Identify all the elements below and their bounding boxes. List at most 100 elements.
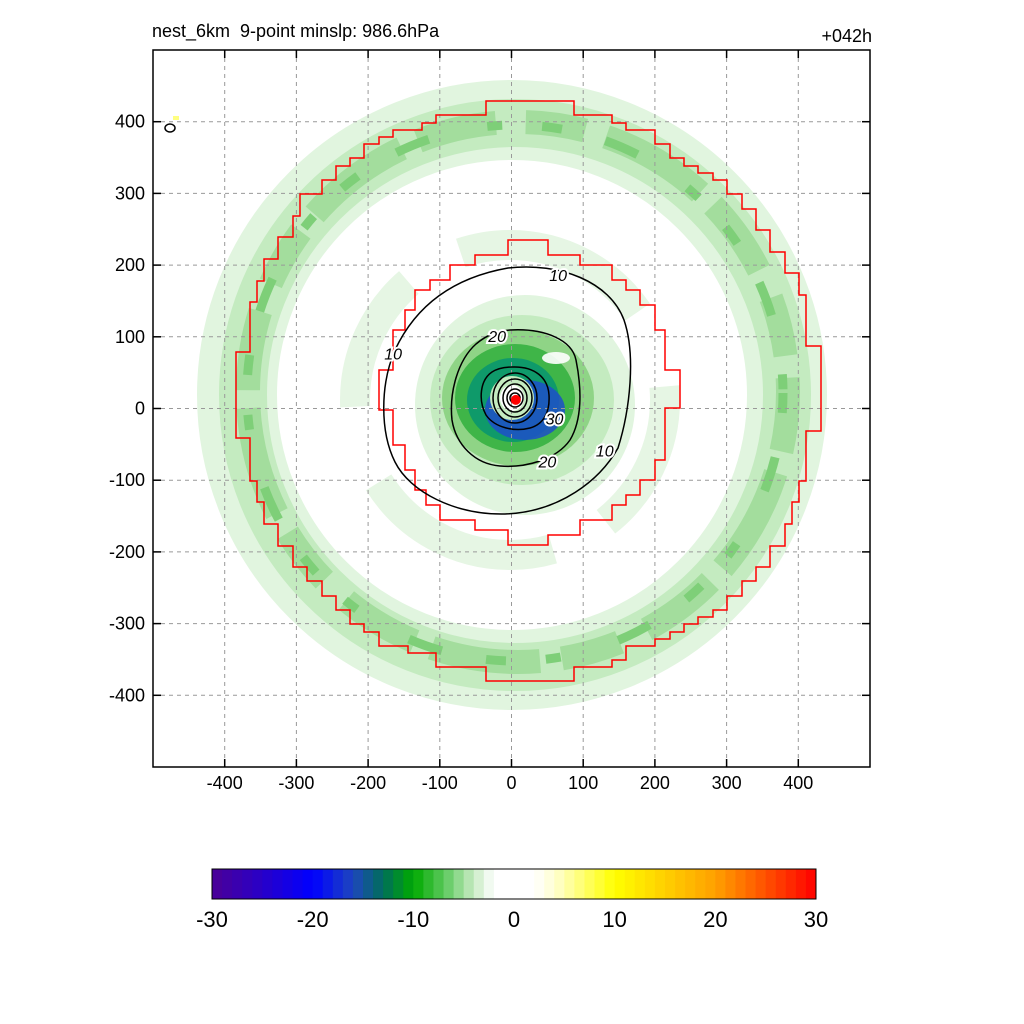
contour-inner-3 [502,383,528,413]
colorbar-swatch [765,869,777,899]
outer-ring-core [236,110,800,674]
contour-10 [383,266,632,515]
y-tick-label: 0 [135,399,145,419]
colorbar-swatch [514,869,525,899]
core-clear-spot [542,352,570,364]
colorbar-swatch [554,869,565,899]
colorbar-tick-label: 30 [804,907,828,932]
y-tick-label: -400 [109,685,145,705]
colorbar-swatch [735,869,747,899]
mid-ring-halo [340,230,680,570]
x-tick-label: -200 [350,773,386,793]
colorbar-swatch [604,869,616,899]
colorbar-tick-label: 10 [602,907,626,932]
colorbar-swatch [624,869,636,899]
x-tick-label: -400 [207,773,243,793]
colorbar-swatch [685,869,696,899]
colorbar-swatch [614,869,626,899]
colorbar-swatch [453,869,465,899]
colorbar-swatch [282,869,294,899]
colorbar-swatch [705,869,716,899]
colorbar-tick-label: -20 [297,907,329,932]
y-tick-label: 400 [115,112,145,132]
colorbar-swatch [463,869,475,899]
x-tick-label: 400 [783,773,813,793]
inner-red-box [378,239,681,546]
colorbar-swatch [473,869,485,899]
colorbar-swatch [232,869,243,899]
colorbar-swatch [342,869,354,899]
colorbar-swatch [695,869,706,899]
contour-corner [164,123,176,133]
colorbar-swatch [534,869,545,899]
colorbar-swatch [423,869,434,899]
colorbar-swatch [292,869,304,899]
colorbar-swatch [302,869,314,899]
colorbar-swatch [483,869,495,899]
y-tick-label: -100 [109,470,145,490]
colorbar-swatch [795,869,807,899]
colorbar-tick-label: -30 [196,907,228,932]
colorbar-swatch [443,869,455,899]
positive-speck [173,116,179,120]
colorbar-swatch [544,869,555,899]
x-axis: -400 -300 -200 -100 0 100 200 300 400 [207,50,813,793]
y-tick-label: -300 [109,614,145,634]
colorbar-swatch [312,869,324,899]
colorbar-swatch [352,869,364,899]
forecast-hour-label: +042h [821,26,872,46]
colorbar-swatch [564,869,575,899]
colorbar-swatch [594,869,606,899]
colorbar [211,868,817,900]
x-tick-label: -100 [422,773,458,793]
colorbar-swatch [584,869,596,899]
contour-lines [164,123,632,515]
x-tick-label: 200 [640,773,670,793]
outer-ring-streaks [242,120,788,666]
x-tick-label: 300 [712,773,742,793]
colorbar-swatch [654,869,666,899]
contour-inner-4 [506,388,524,408]
colorbar-swatch [775,869,787,899]
colorbar-ticks: -30 -20 -10 0 10 20 30 [196,907,828,932]
colorbar-swatch [403,869,414,899]
contour-label: 10 [384,347,402,364]
x-tick-label: 0 [506,773,516,793]
colorbar-swatch [493,869,505,899]
colorbar-swatch [745,869,757,899]
colorbar-swatch [665,869,676,899]
storm-center-marker [510,394,521,405]
colorbar-swatch [332,869,344,899]
colorbar-swatch [634,869,646,899]
colorbar-tick-label: 0 [508,907,520,932]
colorbar-frame [211,868,817,900]
y-tick-label: 100 [115,327,145,347]
colorbar-tick-label: -10 [397,907,429,932]
contour-label: 20 [487,329,506,346]
contour-20 [450,329,581,468]
colorbar-swatch [715,869,726,899]
colorbar-swatch [413,869,424,899]
colorbar-swatch [805,869,817,899]
contour-label: 10 [596,444,614,461]
colorbar-swatch [212,869,223,899]
colorbar-swatch [363,869,374,899]
colorbar-tick-label: 20 [703,907,727,932]
contour-labels: 10 20 10 30 20 10 [382,266,615,473]
colorbar-swatch [262,869,273,899]
chart-title: nest_6km 9-point minslp: 986.6hPa [152,21,440,41]
colorbar-swatch [222,869,233,899]
colorbar-swatch [755,869,767,899]
colorbar-swatch [574,869,585,899]
contour-30 [480,366,550,431]
colorbar-swatch [242,869,253,899]
contour-label: 30 [546,411,564,428]
colorbar-swatch [644,869,656,899]
colorbar-swatch [503,869,515,899]
colorbar-swatch [252,869,263,899]
colorbar-swatch [675,869,686,899]
y-tick-label: 200 [115,255,145,275]
colorbar-swatch [393,869,404,899]
x-tick-label: -300 [278,773,314,793]
